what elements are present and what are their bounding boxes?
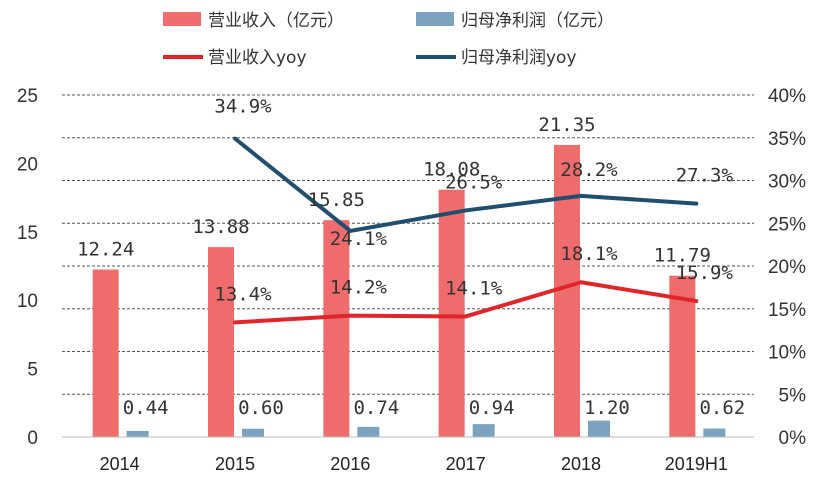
x-tick-label: 2016	[330, 454, 370, 474]
legend-swatch-net-profit	[416, 12, 454, 26]
y-right-tick-label: 20%	[768, 257, 806, 278]
y-right-tick-label: 10%	[768, 343, 806, 364]
x-tick-label: 2015	[215, 454, 255, 474]
bar-revenue	[92, 269, 119, 437]
net-profit-data-label: 1.20	[584, 397, 630, 419]
bar-net-profit	[242, 428, 264, 437]
data-labels: 12.24 13.88 15.85 18.08 21.35 11.79 0.44 0.60 0.…	[77, 96, 745, 419]
bar-net-profit	[588, 420, 610, 437]
y-right-tick-label: 40%	[768, 86, 806, 107]
y-left-tick-label: 0	[27, 428, 38, 449]
legend-label-revenue-yoy: 营业收入yoy	[208, 48, 307, 68]
bar-net-profit	[126, 430, 149, 437]
revenue-yoy-data-label: 14.2%	[330, 277, 388, 299]
bar-net-profit	[703, 428, 726, 437]
y-left-tick-label: 5	[27, 360, 38, 381]
line-net-profit-yoy	[233, 136, 699, 233]
y-right-tick-label: 5%	[779, 385, 807, 406]
bar-revenue	[669, 275, 696, 437]
y-left-tick-label: 15	[17, 223, 38, 244]
bar-revenue	[438, 189, 465, 437]
legend-swatch-revenue	[163, 12, 201, 26]
y-right-tick-label: 35%	[768, 129, 806, 150]
revenue-data-label: 15.85	[308, 189, 365, 211]
x-tick-label: 2014	[100, 454, 140, 474]
line-revenue-yoy	[233, 280, 699, 325]
y-right-tick-label: 30%	[768, 172, 806, 193]
bars	[92, 144, 726, 437]
net-profit-data-label: 0.74	[353, 397, 399, 419]
revenue-yoy-data-label: 18.1%	[560, 243, 618, 265]
net-profit-yoy-data-label: 28.2%	[560, 159, 618, 181]
legend: 营业收入（亿元） 归母净利润（亿元） 营业收入yoy 归母净利润yoy	[163, 11, 614, 68]
legend-label-net-profit-yoy: 归母净利润yoy	[461, 48, 577, 68]
revenue-data-label: 13.88	[192, 216, 249, 238]
revenue-data-label: 21.35	[538, 114, 595, 136]
net-profit-yoy-data-label: 34.9%	[214, 96, 272, 118]
x-tick-label: 2017	[446, 454, 486, 474]
x-tick-label: 2019H1	[665, 454, 728, 474]
y-left-tick-label: 25	[17, 86, 38, 107]
x-tick-label: 2018	[561, 454, 601, 474]
net-profit-data-label: 0.60	[238, 397, 284, 419]
bar-revenue	[323, 220, 350, 437]
net-profit-data-label: 0.44	[123, 397, 169, 419]
revenue-data-label: 11.79	[654, 245, 711, 267]
revenue-data-label: 18.08	[423, 159, 480, 181]
net-profit-yoy-data-label: 27.3%	[676, 165, 734, 187]
revenue-data-label: 12.24	[77, 239, 134, 261]
bar-net-profit	[357, 426, 380, 437]
y-right-tick-label: 15%	[768, 300, 806, 321]
revenue-yoy-data-label: 15.9%	[676, 262, 734, 284]
y-left-tick-label: 10	[17, 291, 38, 312]
gridlines	[62, 94, 754, 395]
legend-label-revenue: 营业收入（亿元）	[208, 11, 344, 31]
lines	[233, 136, 699, 325]
net-profit-data-label: 0.62	[699, 397, 745, 419]
bar-net-profit	[472, 424, 495, 437]
revenue-yoy-data-label: 14.1%	[445, 277, 503, 299]
axes: 0 5 10 15 20 25 0% 5% 10% 15% 20% 25% 30% 35% 40% 2014 2…	[17, 86, 806, 474]
revenue-yoy-data-label: 13.4%	[214, 283, 272, 305]
net-profit-data-label: 0.94	[469, 397, 515, 419]
y-left-tick-label: 20	[17, 154, 38, 175]
y-right-tick-label: 25%	[768, 214, 806, 235]
bar-revenue	[208, 247, 234, 437]
net-profit-yoy-data-label: 24.1%	[330, 228, 388, 250]
net-profit-yoy-data-label: 26.5%	[445, 171, 503, 193]
legend-label-net-profit: 归母净利润（亿元）	[461, 11, 614, 31]
y-right-tick-label: 0%	[779, 428, 807, 449]
